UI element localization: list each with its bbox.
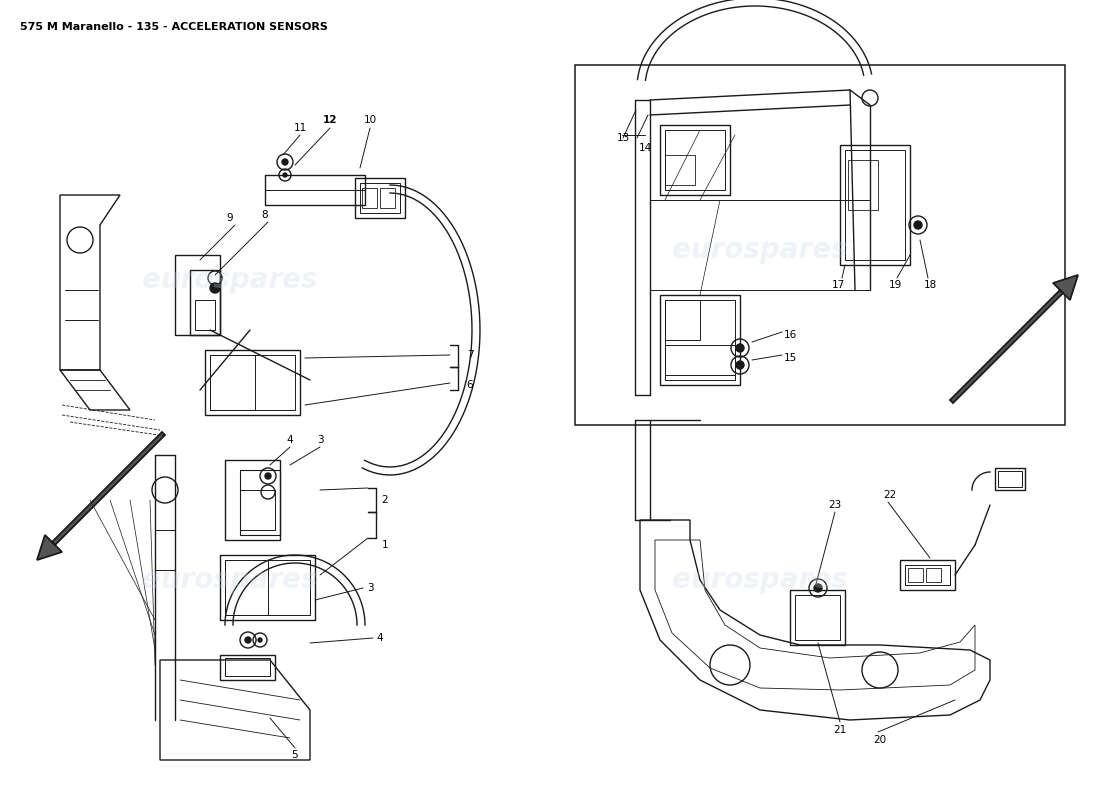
Bar bbox=[360, 183, 400, 213]
Bar bbox=[666, 345, 735, 375]
Bar bbox=[666, 300, 735, 380]
Bar bbox=[840, 145, 910, 265]
Bar bbox=[265, 175, 365, 205]
Circle shape bbox=[914, 221, 922, 229]
Circle shape bbox=[736, 344, 744, 352]
Text: eurospares: eurospares bbox=[142, 266, 318, 294]
Text: 575 M Maranello - 135 - ACCELERATION SENSORS: 575 M Maranello - 135 - ACCELERATION SEN… bbox=[20, 22, 328, 32]
Text: eurospares: eurospares bbox=[672, 566, 848, 594]
Bar bbox=[220, 555, 315, 620]
Text: 7: 7 bbox=[466, 350, 473, 360]
Text: 21: 21 bbox=[834, 725, 847, 735]
Bar bbox=[845, 150, 905, 260]
Polygon shape bbox=[37, 432, 165, 560]
Text: 11: 11 bbox=[294, 123, 307, 133]
Bar bbox=[240, 490, 275, 530]
Bar bbox=[195, 300, 214, 330]
Bar bbox=[666, 300, 700, 340]
Bar bbox=[210, 355, 295, 410]
Text: 6: 6 bbox=[466, 380, 473, 390]
Circle shape bbox=[210, 283, 220, 293]
Bar bbox=[362, 188, 377, 208]
Circle shape bbox=[258, 638, 262, 642]
Bar bbox=[660, 295, 740, 385]
Text: 8: 8 bbox=[262, 210, 268, 220]
Text: 15: 15 bbox=[783, 353, 796, 363]
Bar bbox=[226, 560, 268, 615]
Bar bbox=[926, 568, 940, 582]
Bar bbox=[379, 188, 395, 208]
Bar bbox=[205, 350, 300, 415]
Bar bbox=[998, 471, 1022, 487]
Bar bbox=[226, 460, 280, 540]
Bar bbox=[905, 565, 950, 585]
Text: 20: 20 bbox=[873, 735, 887, 745]
Text: 19: 19 bbox=[889, 280, 902, 290]
Text: 3: 3 bbox=[317, 435, 323, 445]
Circle shape bbox=[814, 584, 822, 592]
Text: 14: 14 bbox=[638, 143, 651, 153]
Bar bbox=[226, 560, 310, 615]
Bar bbox=[226, 658, 270, 676]
Bar bbox=[795, 595, 840, 640]
Text: 5: 5 bbox=[292, 750, 298, 760]
Polygon shape bbox=[950, 275, 1078, 403]
Text: 4: 4 bbox=[287, 435, 294, 445]
Text: 4: 4 bbox=[376, 633, 383, 643]
Text: 22: 22 bbox=[883, 490, 896, 500]
Bar bbox=[666, 155, 695, 185]
Text: eurospares: eurospares bbox=[142, 566, 318, 594]
Text: 9: 9 bbox=[227, 213, 233, 223]
Text: 16: 16 bbox=[783, 330, 796, 340]
Text: 18: 18 bbox=[923, 280, 936, 290]
Text: 17: 17 bbox=[832, 280, 845, 290]
Bar bbox=[355, 178, 405, 218]
Text: 13: 13 bbox=[616, 133, 629, 143]
Text: eurospares: eurospares bbox=[672, 236, 848, 264]
Bar bbox=[190, 270, 220, 335]
Bar bbox=[908, 568, 923, 582]
Text: 12: 12 bbox=[322, 115, 338, 125]
Bar bbox=[666, 130, 725, 190]
Circle shape bbox=[265, 473, 271, 479]
Circle shape bbox=[282, 159, 288, 165]
Circle shape bbox=[283, 173, 287, 177]
Bar bbox=[660, 125, 730, 195]
Bar bbox=[210, 355, 255, 410]
Text: 1: 1 bbox=[382, 540, 388, 550]
Bar bbox=[790, 590, 845, 645]
Bar bbox=[996, 468, 1025, 490]
Bar bbox=[175, 255, 220, 335]
Bar bbox=[575, 65, 1065, 425]
Text: 23: 23 bbox=[828, 500, 842, 510]
Bar bbox=[240, 470, 280, 535]
Bar bbox=[220, 655, 275, 680]
Bar bbox=[900, 560, 955, 590]
Text: 2: 2 bbox=[382, 495, 388, 505]
Text: 10: 10 bbox=[363, 115, 376, 125]
Bar bbox=[848, 160, 878, 210]
Circle shape bbox=[736, 361, 744, 369]
Circle shape bbox=[245, 637, 251, 643]
Text: 3: 3 bbox=[366, 583, 373, 593]
